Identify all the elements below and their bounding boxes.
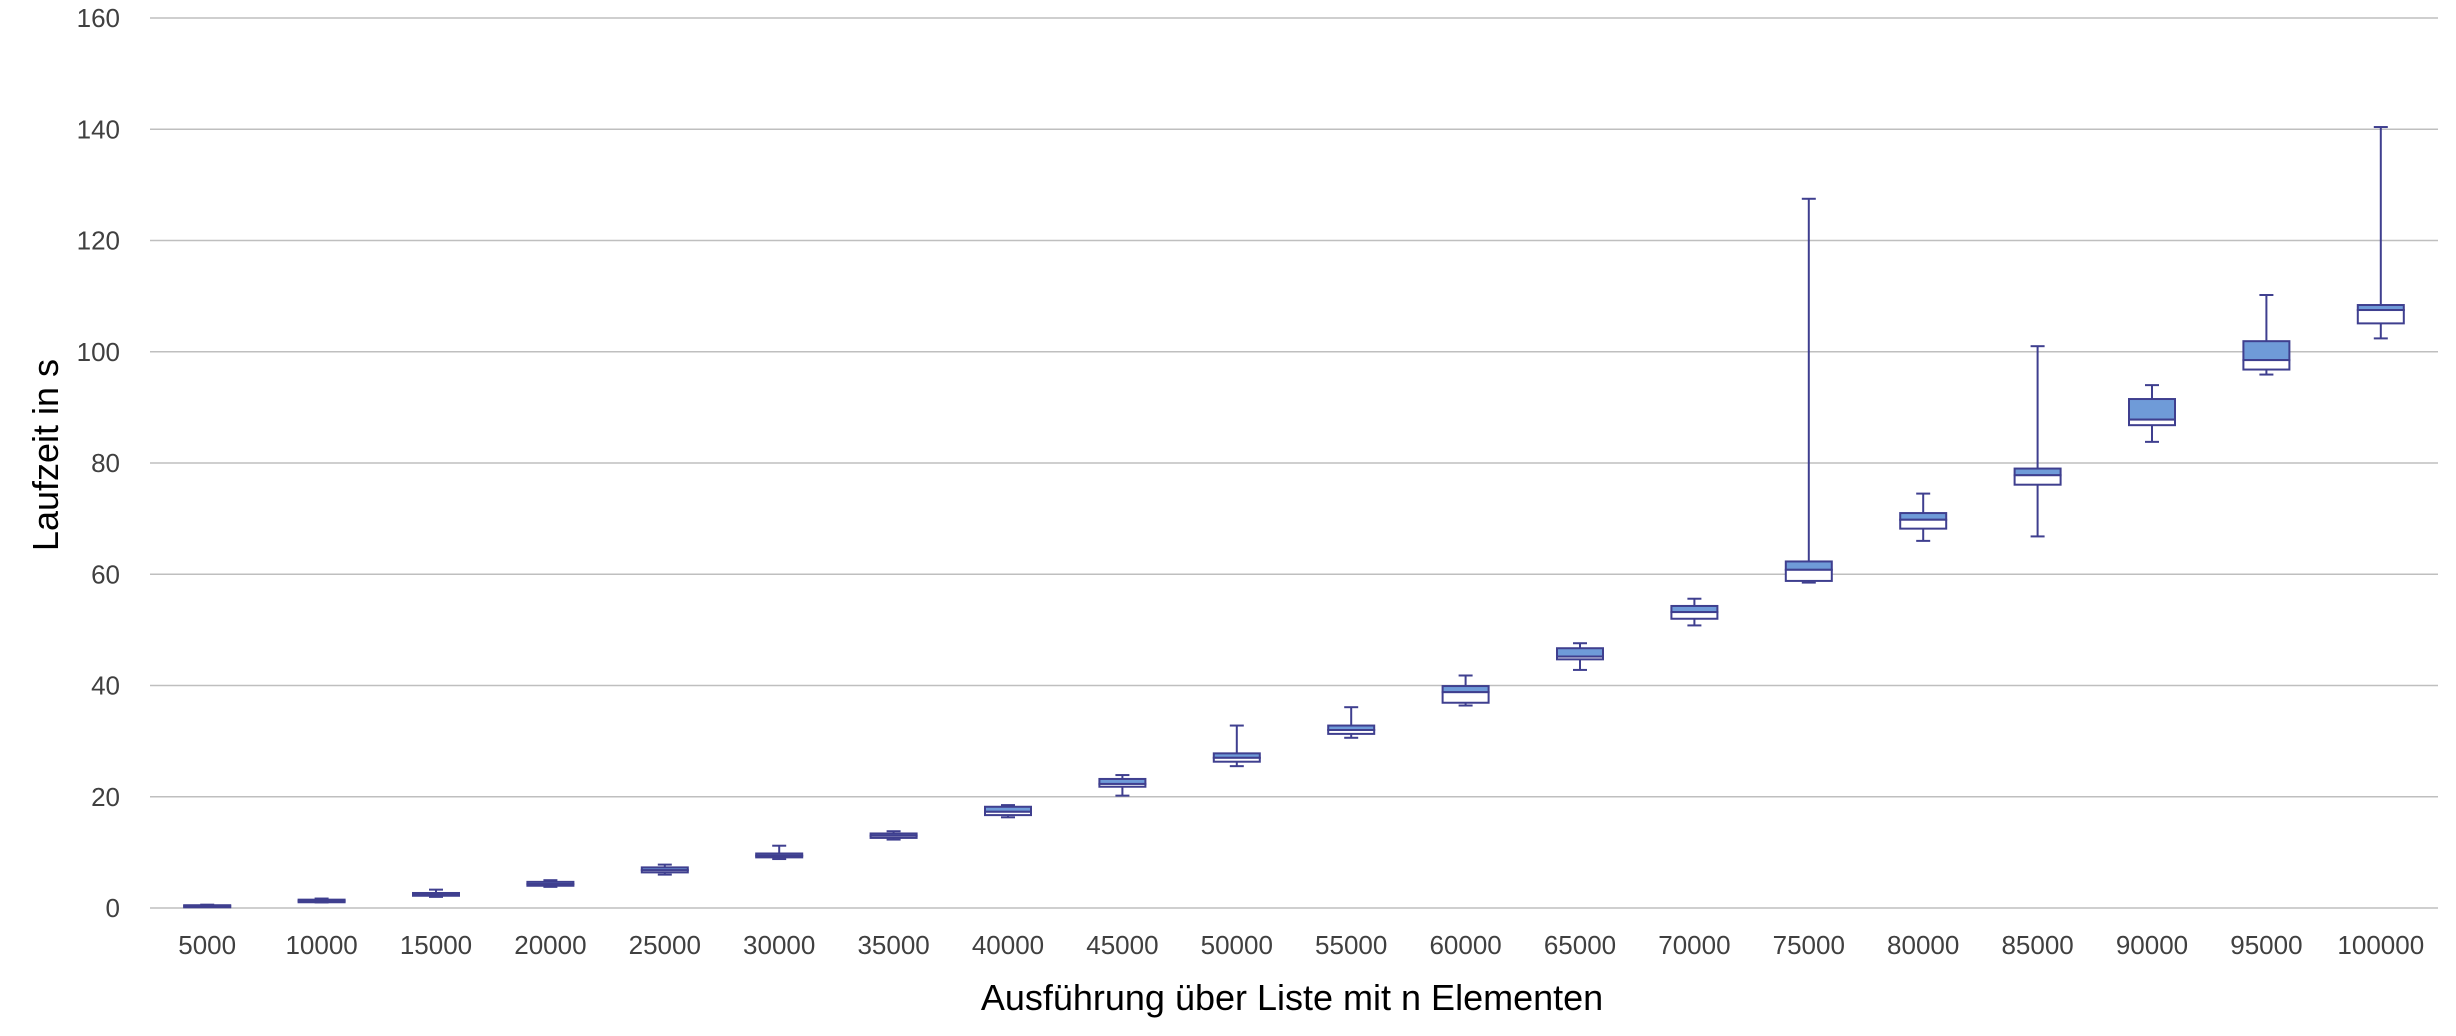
- box-50000: [1212, 724, 1261, 768]
- x-tick-label: 10000: [285, 930, 357, 960]
- box-75000: [1784, 197, 1833, 584]
- box-35000: [869, 830, 918, 841]
- box-lower-half: [1327, 729, 1376, 735]
- x-tick-label: 40000: [972, 930, 1044, 960]
- box-lower-half: [412, 893, 460, 897]
- y-tick-label: 80: [91, 448, 120, 478]
- box-upper-half: [2242, 340, 2291, 362]
- box-upper-half: [2013, 467, 2062, 477]
- box-lower-half: [984, 810, 1032, 817]
- x-tick-label: 80000: [1887, 930, 1959, 960]
- box-upper-half: [1556, 647, 1604, 658]
- x-tick-label: 60000: [1429, 930, 1501, 960]
- x-tick-label: 45000: [1086, 930, 1158, 960]
- boxes: [183, 126, 2405, 909]
- y-tick-label: 0: [106, 893, 120, 923]
- y-axis-title: Laufzeit in s: [25, 359, 66, 551]
- box-lower-half: [2242, 359, 2291, 371]
- box-lower-half: [1212, 756, 1261, 763]
- box-60000: [1441, 674, 1490, 707]
- box-10000: [297, 897, 346, 904]
- x-tick-label: 65000: [1544, 930, 1616, 960]
- y-tick-label: 100: [77, 337, 120, 367]
- box-80000: [1899, 492, 1948, 542]
- x-axis-tick-labels: 5000 10000 15000 20000 25000 30000 35000 40000 4…: [178, 930, 2424, 960]
- box-lower-half: [1441, 691, 1490, 704]
- x-tick-label: 55000: [1315, 930, 1387, 960]
- x-tick-label: 90000: [2116, 930, 2188, 960]
- box-85000: [2013, 345, 2062, 538]
- grid-lines: [150, 17, 2438, 909]
- box-lower-half: [1784, 568, 1833, 582]
- y-tick-label: 120: [77, 226, 120, 256]
- box-lower-half: [755, 854, 804, 859]
- box-5000: [183, 903, 232, 909]
- x-tick-label: 75000: [1773, 930, 1845, 960]
- box-lower-half: [2128, 418, 2176, 427]
- x-tick-label: 95000: [2230, 930, 2302, 960]
- x-tick-label: 100000: [2337, 930, 2424, 960]
- box-90000: [2128, 384, 2176, 443]
- x-tick-label: 50000: [1201, 930, 1273, 960]
- x-tick-label: 85000: [2001, 930, 2073, 960]
- box-lower-half: [183, 904, 232, 909]
- x-tick-label: 30000: [743, 930, 815, 960]
- box-lower-half: [1098, 782, 1147, 788]
- x-tick-label: 25000: [629, 930, 701, 960]
- box-lower-half: [1670, 611, 1719, 620]
- box-lower-half: [526, 883, 575, 887]
- x-tick-label: 20000: [514, 930, 586, 960]
- y-tick-label: 40: [91, 671, 120, 701]
- x-tick-label: 35000: [857, 930, 929, 960]
- y-axis-tick-labels: 0 20 40 60 80 100 120 140 160: [77, 3, 120, 923]
- y-tick-label: 160: [77, 3, 120, 33]
- box-lower-half: [869, 834, 918, 839]
- box-40000: [984, 804, 1032, 819]
- x-tick-label: 15000: [400, 930, 472, 960]
- box-upper-half: [1784, 560, 1833, 571]
- box-lower-half: [2013, 474, 2062, 486]
- box-65000: [1556, 642, 1604, 671]
- y-tick-label: 140: [77, 114, 120, 144]
- x-tick-label: 70000: [1658, 930, 1730, 960]
- x-tick-label: 5000: [178, 930, 236, 960]
- box-lower-half: [297, 899, 346, 904]
- box-lower-half: [1899, 518, 1948, 530]
- box-lower-half: [640, 869, 689, 874]
- box-70000: [1670, 597, 1719, 627]
- box-lower-half: [2356, 309, 2405, 325]
- x-axis-title: Ausführung über Liste mit n Elementen: [981, 977, 1603, 1018]
- box-100000: [2356, 126, 2405, 340]
- box-20000: [526, 879, 575, 888]
- y-tick-label: 20: [91, 782, 120, 812]
- box-upper-half: [2128, 398, 2176, 421]
- box-45000: [1098, 774, 1147, 797]
- box-55000: [1327, 706, 1376, 739]
- y-tick-label: 60: [91, 559, 120, 589]
- box-upper-half: [1899, 512, 1948, 521]
- box-lower-half: [1556, 655, 1604, 661]
- box-30000: [755, 844, 804, 861]
- box-25000: [640, 863, 689, 876]
- box-15000: [412, 888, 460, 898]
- box-95000: [2242, 294, 2291, 376]
